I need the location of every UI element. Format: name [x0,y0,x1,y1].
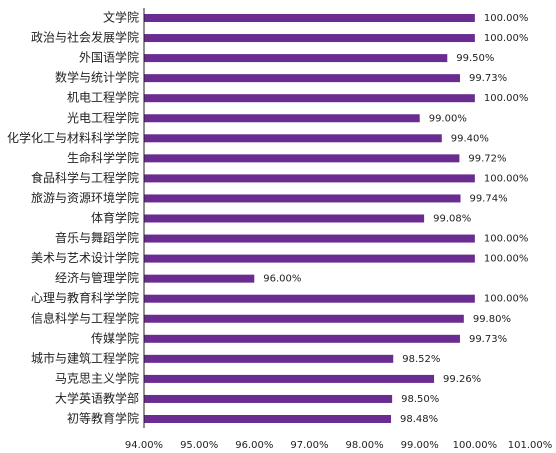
value-labels: 100.00% 100.00% 99.50% 99.73% 100.00% 99.00% 9… [263,13,528,425]
data-label: 100.00% [484,254,529,265]
data-label: 99.50% [456,53,494,64]
data-label: 99.40% [451,133,489,144]
category-label: 旅游与资源环境学院 [31,190,139,205]
data-label: 99.00% [429,113,467,124]
data-label: 98.50% [401,394,439,405]
data-label: 99.74% [470,193,508,204]
bar [144,274,255,283]
bar [144,154,460,163]
data-label: 100.00% [484,294,529,305]
x-tick-label: 98.00% [346,440,384,451]
data-label: 99.26% [443,374,481,385]
category-label: 政治与社会发展学院 [31,30,139,45]
category-label: 城市与建筑工程学院 [31,350,139,365]
x-axis-tick-labels: 94.00% 95.00% 96.00% 97.00% 98.00% 99.00% 100.… [125,440,552,451]
category-label: 美术与艺术设计学院 [31,250,139,265]
data-label: 99.73% [469,73,507,84]
data-label: 100.00% [484,173,529,184]
data-label: 98.52% [402,354,440,365]
x-tick-label: 96.00% [235,440,273,451]
bar [144,314,464,323]
x-tick-label: 94.00% [125,440,163,451]
data-label: 98.48% [400,414,438,425]
bar [144,174,475,183]
x-tick-label: 99.00% [401,440,439,451]
data-label: 99.72% [468,153,506,164]
x-tick-label: 100.00% [453,440,498,451]
data-label: 99.08% [433,214,471,225]
category-label: 信息科学与工程学院 [31,310,139,325]
bar [144,74,460,83]
bar [144,374,435,383]
bar [144,354,394,363]
bar [144,134,442,143]
bar [144,14,475,22]
category-label: 传媒学院 [91,330,139,345]
bars [144,14,475,423]
bar [144,54,448,63]
data-label: 100.00% [484,234,529,245]
category-label: 马克思主义学院 [55,370,139,385]
category-label: 数学与统计学院 [55,70,139,85]
category-label: 文学院 [103,10,139,25]
data-label: 100.00% [484,93,529,104]
category-label: 机电工程学院 [67,90,139,105]
bar [144,34,475,43]
bar [144,294,475,303]
bar [144,114,420,123]
x-tick-label: 97.00% [290,440,328,451]
x-tick-label: 95.00% [180,440,218,451]
data-label: 99.80% [473,314,511,325]
bar [144,334,460,343]
x-tick-label: 101.00% [508,440,553,451]
category-label: 经济与管理学院 [55,270,139,285]
bar [144,214,425,223]
data-label: 100.00% [484,13,529,24]
data-label: 96.00% [263,274,301,285]
data-label: 100.00% [484,33,529,44]
category-label: 食品科学与工程学院 [31,170,139,185]
category-label: 音乐与舞蹈学院 [55,230,139,245]
category-label: 心理与教育科学学院 [31,290,139,305]
data-label: 99.73% [469,334,507,345]
bar [144,254,475,263]
bar [144,194,461,203]
category-labels: 文学院政治与社会发展学院外国语学院数学与统计学院机电工程学院光电工程学院化学化工… [7,10,139,426]
category-label: 光电工程学院 [67,110,139,125]
category-label: 化学化工与材料科学学院 [7,130,139,145]
category-label: 大学英语教学部 [55,390,139,405]
category-label: 体育学院 [91,210,139,225]
category-label: 生命科学学院 [67,150,139,165]
category-label: 外国语学院 [79,50,139,65]
bar [144,415,392,423]
bar [144,234,475,243]
bar [144,94,475,103]
category-label: 初等教育学院 [67,411,139,426]
bar [144,394,393,403]
